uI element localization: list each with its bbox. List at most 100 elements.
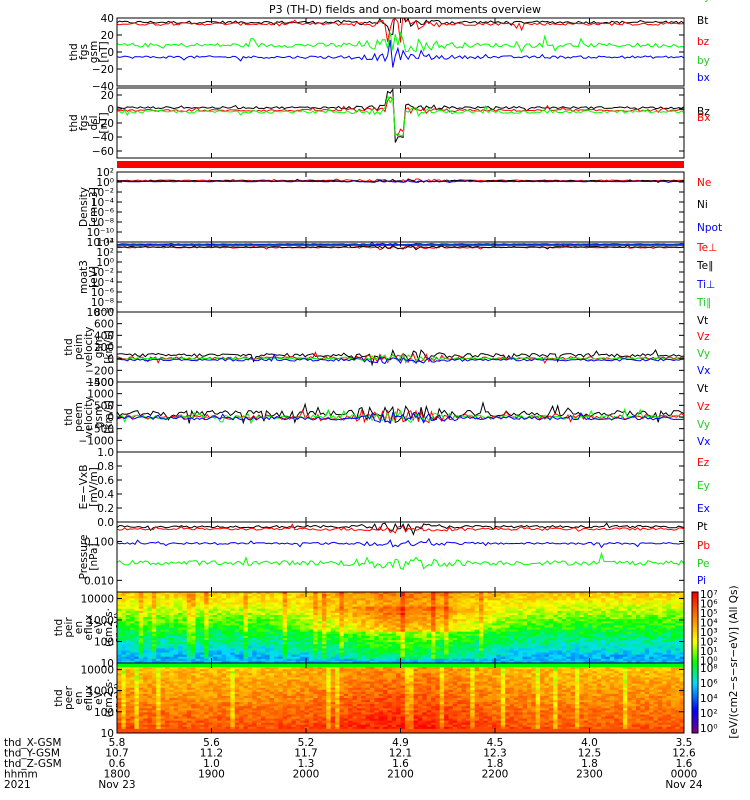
y-axis-label-peir_en_eflux: thdpeirenefluxeV(cm2·s·sr·eV) bbox=[53, 608, 125, 647]
y-axis-label-peim_velocity: thdpeimvelocitygsm[km/s] bbox=[63, 326, 115, 367]
xrow-1-1: 11.2 bbox=[200, 748, 223, 760]
xrow-4-0: Nov 23 bbox=[98, 779, 135, 791]
frame-efield bbox=[116, 451, 685, 523]
series-peim_velocity-Vy bbox=[117, 353, 684, 365]
colorbar-tick-2: 10⁵ bbox=[700, 608, 718, 620]
legend-peem_velocity-1: Vz bbox=[697, 401, 710, 413]
colorbar2-tick-3: 10² bbox=[700, 708, 718, 720]
ytick-density-1: 10⁰ bbox=[96, 177, 114, 189]
series-fgs_gsm-bx bbox=[117, 39, 684, 68]
figure-title: P3 (TH-D) fields and on-board moments ov… bbox=[269, 3, 541, 16]
ytick-fgs_gsm-0: 40 bbox=[101, 13, 114, 25]
ytick-peim_velocity-5: −200 bbox=[85, 365, 114, 377]
legend-peem_velocity-3: Vx bbox=[697, 436, 710, 448]
legend-density-2: Npot bbox=[697, 222, 722, 234]
xrow-1-2: 11.7 bbox=[294, 748, 317, 760]
ytick-peim_velocity-3: 200 bbox=[94, 342, 114, 354]
legend-density-0: Ne bbox=[697, 177, 711, 189]
xrow-name-3: hhmm bbox=[4, 769, 38, 781]
xrow-2-4: 1.8 bbox=[487, 758, 504, 770]
y-axis-label-density: Density[cm−3] bbox=[78, 187, 100, 227]
xrow-3-1: 1900 bbox=[198, 769, 225, 781]
ytick-peem_velocity-1: 1000 bbox=[87, 389, 114, 401]
xrow-4-6: Nov 24 bbox=[665, 779, 703, 791]
legend-peim_velocity-2: Vy bbox=[697, 348, 710, 360]
xrow-name-1: thd_Y-GSM bbox=[4, 748, 60, 760]
legend-peem_velocity-0: Vt bbox=[697, 383, 708, 395]
legend-efield-1: Ey bbox=[697, 480, 710, 492]
colorbar2-tick-1: 10⁶ bbox=[700, 678, 718, 690]
y-axis-label-fgs_gsm: thdfgsgsm[nT] bbox=[68, 41, 110, 63]
ytick-temperature-2: 10⁰ bbox=[96, 257, 114, 269]
xrow-name-4: 2021 bbox=[4, 779, 31, 791]
legend-peim_velocity-0: Vt bbox=[697, 315, 708, 327]
y-axis-label-efield: E=−VxB[mV/m] bbox=[78, 465, 100, 510]
series-pressure-Pe bbox=[117, 551, 684, 570]
ytick-efield-3: 0.4 bbox=[97, 489, 114, 501]
xrow-3-5: 2300 bbox=[576, 769, 603, 781]
ytick-temperature-6: 10⁻⁸ bbox=[91, 297, 114, 309]
xrow-0-5: 4.0 bbox=[581, 737, 598, 749]
ytick-fgs_gsm-4: −40 bbox=[92, 81, 114, 93]
ytick-fgs_gsm-3: −20 bbox=[92, 64, 114, 76]
xrow-1-0: 10.7 bbox=[105, 748, 128, 760]
ytick-peir_en_eflux-0: 10000 bbox=[81, 593, 114, 605]
panel-density: Density[cm−3]NeNiNpot10²10⁰10⁻²10⁻⁴10⁻⁶1… bbox=[78, 167, 722, 249]
ytick-peem_velocity-4: −500 bbox=[85, 424, 114, 436]
ytick-peem_velocity-0: 1500 bbox=[87, 377, 114, 389]
series-peem_velocity-Vt bbox=[117, 401, 684, 425]
ytick-fgs_dsl-2: −20 bbox=[92, 118, 114, 130]
xrow-2-5: 1.8 bbox=[581, 758, 598, 770]
legend-pressure-3: Pi bbox=[697, 575, 706, 587]
series-fgs_dsl-Bx bbox=[117, 96, 684, 137]
ytick-efield-2: 0.6 bbox=[97, 475, 114, 487]
ytick-peer_en_eflux-3: 10 bbox=[101, 728, 114, 740]
ytick-fgs_gsm-1: 20 bbox=[101, 30, 114, 42]
ytick-density-2: 10⁻² bbox=[91, 187, 114, 199]
legend-pressure-2: Pe bbox=[697, 558, 709, 570]
heatmap-peir_en_eflux bbox=[117, 592, 685, 664]
legend-fgs_dsl-1: Bx bbox=[697, 112, 710, 124]
ytick-fgs_dsl-4: −60 bbox=[92, 146, 114, 158]
legend-fgs_dsl-2: By bbox=[697, 0, 710, 3]
series-peim_velocity-Vx bbox=[117, 353, 684, 365]
panel-peir_en_eflux: thdpeirenefluxeV(cm2·s·sr·eV) 10000 1000 10… bbox=[53, 591, 685, 670]
ytick-density-5: 10⁻⁸ bbox=[91, 217, 114, 229]
heatmap-peer_en_eflux bbox=[117, 663, 685, 734]
frame-fgs_dsl bbox=[116, 87, 685, 159]
ytick-pressure-0: 0.100 bbox=[84, 536, 114, 548]
ytick-temperature-7: 10⁻¹⁰ bbox=[87, 307, 114, 319]
ytick-fgs_gsm-2: 0 bbox=[107, 47, 114, 59]
colorbar2-tick-0: 10⁸ bbox=[700, 663, 718, 675]
ytick-density-0: 10² bbox=[96, 167, 114, 179]
legend-pressure-0: Pt bbox=[697, 521, 707, 533]
frame-pressure bbox=[116, 521, 685, 593]
ytick-temperature-5: 10⁻⁶ bbox=[91, 287, 114, 299]
series-pressure-Pt bbox=[117, 522, 684, 536]
xrow-3-4: 2200 bbox=[482, 769, 509, 781]
xrow-0-3: 4.9 bbox=[392, 737, 409, 749]
legend-pressure-1: Pb bbox=[697, 540, 710, 552]
legend-efield-0: Ez bbox=[697, 457, 710, 469]
legend-fgs_dsl-0: Bz bbox=[697, 106, 710, 118]
xrow-1-4: 12.3 bbox=[483, 748, 506, 760]
legend-temperature-2: Ti⊥ bbox=[696, 279, 715, 291]
ytick-temperature-0: 10⁴ bbox=[96, 237, 114, 249]
ytick-efield-1: 0.8 bbox=[97, 461, 114, 473]
xrow-1-5: 12.5 bbox=[578, 748, 601, 760]
xrow-0-4: 4.5 bbox=[487, 737, 504, 749]
legend-fgs_gsm-0: Bt bbox=[697, 15, 708, 27]
ytick-fgs_dsl-3: −40 bbox=[92, 132, 114, 144]
legend-peem_velocity-2: Vy bbox=[697, 419, 710, 431]
ytick-peir_en_eflux-2: 100 bbox=[94, 636, 114, 648]
colorbar-tick-6: 10¹ bbox=[700, 646, 718, 658]
y-axis-label-pressure: Pressure[nPa] bbox=[78, 535, 100, 580]
series-fgs_gsm-by bbox=[117, 31, 684, 54]
xrow-2-3: 1.6 bbox=[392, 758, 409, 770]
ytick-density-7: 10⁻¹² bbox=[87, 237, 114, 249]
colorbar2-tick-2: 10⁴ bbox=[700, 693, 718, 705]
ytick-efield-4: 0.2 bbox=[97, 503, 114, 515]
legend-temperature-1: Te∥ bbox=[696, 260, 713, 272]
colorbar-tick-4: 10³ bbox=[700, 627, 718, 639]
